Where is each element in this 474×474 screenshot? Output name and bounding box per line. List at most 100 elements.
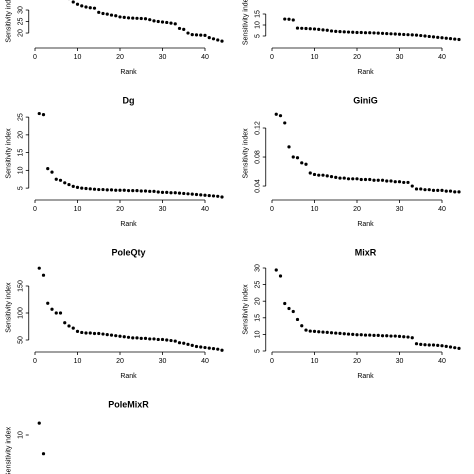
point xyxy=(190,192,194,196)
point xyxy=(283,301,287,306)
point xyxy=(359,333,363,337)
point xyxy=(75,329,80,333)
point xyxy=(92,187,97,191)
point xyxy=(182,27,186,31)
y-tick-label: 100 xyxy=(18,307,25,319)
point xyxy=(287,306,291,311)
y-tick-label: 20 xyxy=(18,29,25,37)
point xyxy=(295,156,300,160)
point xyxy=(63,181,67,185)
point xyxy=(177,341,182,345)
point xyxy=(427,343,431,347)
point xyxy=(283,17,287,21)
point xyxy=(423,343,427,347)
point xyxy=(389,179,393,183)
y-tick-label: 15 xyxy=(255,10,262,18)
point xyxy=(329,29,334,33)
point xyxy=(46,301,50,305)
point xyxy=(312,172,317,177)
y-tick-label: 15 xyxy=(255,314,262,322)
y-axis-label: Sensitivity index xyxy=(6,128,13,179)
x-tick-label: 40 xyxy=(438,206,446,213)
point xyxy=(165,338,169,342)
point xyxy=(105,333,109,337)
y-tick-label: 25 xyxy=(18,113,25,121)
point xyxy=(410,336,414,340)
point xyxy=(304,162,308,166)
point xyxy=(325,330,329,335)
point xyxy=(444,36,448,40)
point xyxy=(148,18,152,22)
point xyxy=(101,332,105,336)
point xyxy=(304,26,308,31)
point xyxy=(199,345,203,349)
x-tick-label: 20 xyxy=(116,206,124,213)
point xyxy=(359,30,363,35)
point xyxy=(156,19,160,24)
point xyxy=(321,28,325,32)
point xyxy=(397,180,402,184)
point xyxy=(105,12,109,16)
point xyxy=(317,27,321,31)
x-tick-label: 40 xyxy=(438,358,446,365)
x-tick-label: 0 xyxy=(270,358,274,365)
point xyxy=(380,334,385,338)
y-axis-label: Sensitivity index xyxy=(243,0,250,45)
point xyxy=(80,4,84,8)
y-tick-label: 0.12 xyxy=(255,121,262,135)
x-axis-label: Rank xyxy=(357,69,374,76)
point xyxy=(58,178,63,182)
point xyxy=(414,342,419,346)
point xyxy=(436,188,440,192)
point xyxy=(84,186,88,191)
point xyxy=(220,348,224,352)
x-tick-label: 40 xyxy=(201,358,209,365)
point xyxy=(126,189,131,193)
point xyxy=(368,177,372,182)
point xyxy=(393,334,397,338)
x-tick-label: 40 xyxy=(438,54,446,61)
point xyxy=(143,17,148,21)
point xyxy=(380,31,385,35)
x-tick-label: 40 xyxy=(201,54,209,61)
panel-title: MixR xyxy=(355,247,377,257)
point xyxy=(139,16,143,21)
point xyxy=(152,337,156,341)
point xyxy=(402,180,406,185)
point xyxy=(325,28,329,32)
point xyxy=(50,170,54,174)
point xyxy=(397,334,402,338)
x-tick-label: 10 xyxy=(74,54,82,61)
point xyxy=(169,191,173,195)
point xyxy=(457,346,461,350)
point xyxy=(406,335,410,339)
point xyxy=(114,334,118,338)
point xyxy=(84,5,88,9)
point xyxy=(368,31,372,35)
point xyxy=(211,194,216,198)
point xyxy=(283,121,287,125)
point xyxy=(101,187,105,192)
point xyxy=(194,344,199,349)
point xyxy=(71,0,75,4)
point xyxy=(173,22,177,26)
point xyxy=(414,187,419,191)
point xyxy=(376,333,380,337)
point xyxy=(410,184,414,188)
point xyxy=(453,346,457,350)
point xyxy=(402,335,406,339)
point xyxy=(440,36,444,40)
point xyxy=(88,6,92,10)
point xyxy=(385,334,389,338)
point xyxy=(436,343,440,347)
point xyxy=(182,191,186,196)
point xyxy=(177,26,182,31)
point xyxy=(457,37,461,42)
point xyxy=(194,33,199,37)
point xyxy=(63,321,67,325)
point xyxy=(423,188,427,192)
y-tick-label: 0.08 xyxy=(255,150,262,164)
point xyxy=(329,175,334,179)
point xyxy=(278,114,283,118)
